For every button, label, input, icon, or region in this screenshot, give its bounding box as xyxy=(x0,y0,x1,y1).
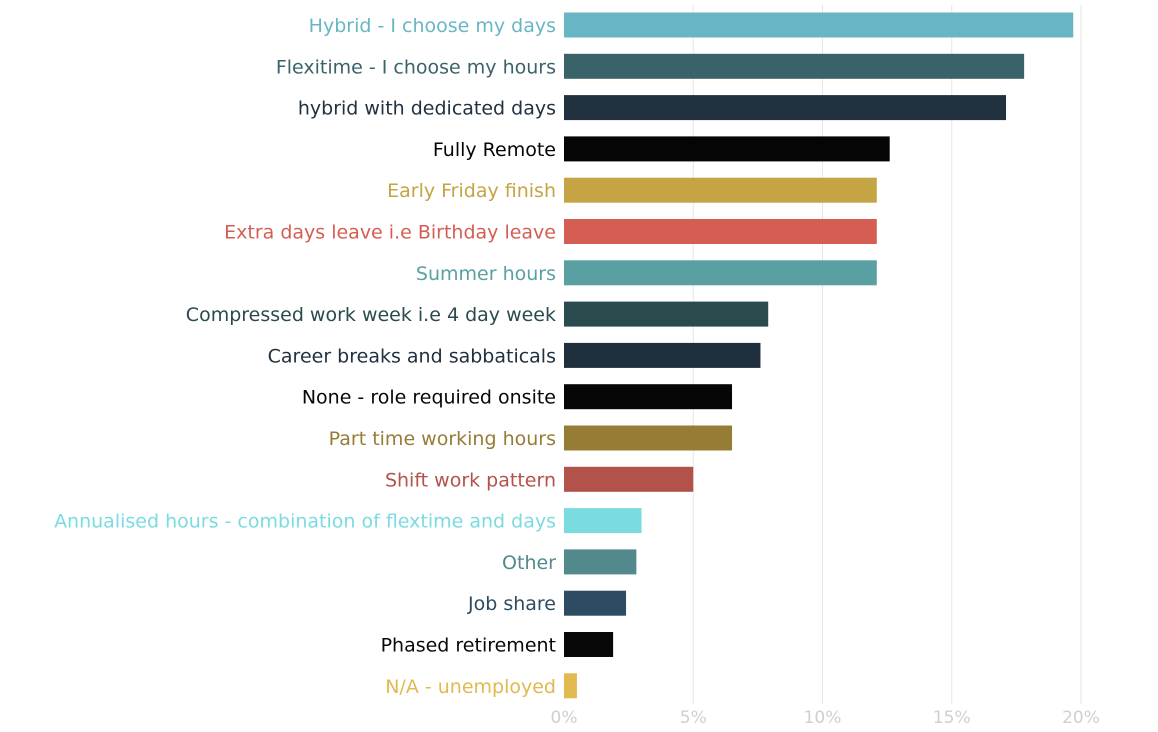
category-label: Hybrid - I choose my days xyxy=(309,15,556,37)
category-label: Part time working hours xyxy=(329,428,556,450)
bar xyxy=(564,260,877,286)
category-label: Other xyxy=(502,552,556,574)
bar xyxy=(564,95,1007,121)
category-label: hybrid with dedicated days xyxy=(298,98,556,120)
bar xyxy=(564,632,614,657)
category-label: Summer hours xyxy=(416,263,556,285)
bar xyxy=(564,549,637,575)
category-label: Extra days leave i.e Birthday leave xyxy=(224,222,556,244)
x-tick-label: 20% xyxy=(1062,708,1100,728)
x-tick-label: 5% xyxy=(680,708,707,728)
category-label: Job share xyxy=(467,593,556,615)
x-tick-label: 0% xyxy=(551,708,578,728)
bar xyxy=(564,342,761,368)
category-label: None - role required onsite xyxy=(302,387,556,409)
x-axis-ticks: 0% 5% 10% 15% 20% xyxy=(551,708,1100,728)
bar xyxy=(564,673,577,699)
bar xyxy=(564,590,627,616)
bars xyxy=(564,12,1074,699)
bar xyxy=(564,384,733,410)
bar xyxy=(564,466,694,492)
x-tick-label: 10% xyxy=(804,708,842,728)
bar xyxy=(564,219,877,244)
category-label: N/A - unemployed xyxy=(385,676,556,698)
bar xyxy=(564,12,1074,38)
category-label: Early Friday finish xyxy=(387,180,556,202)
category-label: Fully Remote xyxy=(433,139,556,161)
category-label: Career breaks and sabbaticals xyxy=(268,345,556,367)
x-tick-label: 15% xyxy=(933,708,971,728)
bar xyxy=(564,301,769,327)
bar xyxy=(564,508,642,534)
category-label: Flexitime - I choose my hours xyxy=(276,56,556,78)
category-label: Compressed work week i.e 4 day week xyxy=(186,304,556,326)
bar xyxy=(564,177,877,203)
category-label: Shift work pattern xyxy=(385,469,556,491)
category-label: Annualised hours - combination of flexti… xyxy=(54,511,556,533)
bar xyxy=(564,53,1025,79)
bar xyxy=(564,425,733,451)
category-label: Phased retirement xyxy=(381,635,556,657)
category-labels: Hybrid - I choose my days Flexitime - I c… xyxy=(54,15,556,698)
bar xyxy=(564,136,890,162)
